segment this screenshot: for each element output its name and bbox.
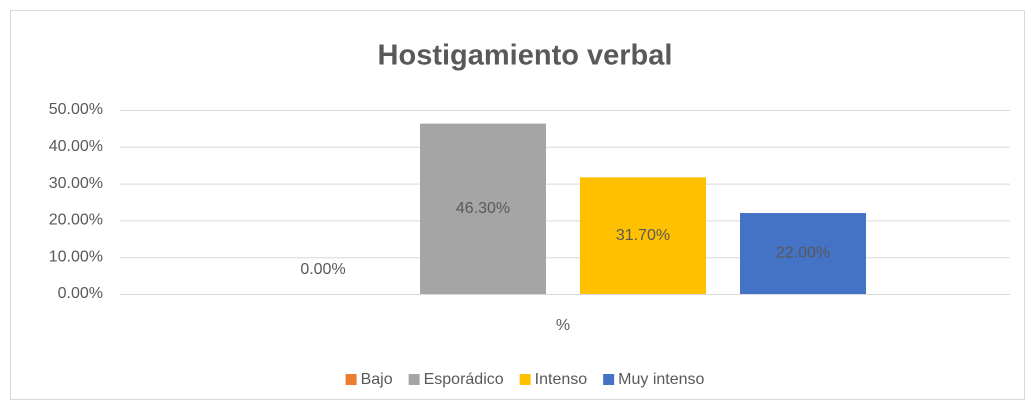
bar [740, 213, 866, 294]
legend-swatch [345, 374, 357, 385]
bar [580, 177, 706, 294]
legend-swatch [603, 374, 615, 385]
legend-label: Esporádico [424, 371, 504, 388]
legend-label: Muy intenso [618, 371, 704, 388]
x-tick-label: % [556, 317, 570, 334]
value-label: 0.00% [300, 261, 345, 278]
chart-title: Hostigamiento verbal [378, 40, 673, 72]
y-tick-label: 10.00% [49, 248, 103, 265]
y-tick-label: 0.00% [58, 285, 103, 302]
y-tick-label: 20.00% [49, 212, 103, 229]
legend-swatch [519, 374, 531, 385]
y-tick-label: 40.00% [49, 138, 103, 155]
bar [420, 123, 546, 294]
legend-label: Bajo [361, 371, 393, 388]
y-tick-label: 50.00% [49, 101, 103, 118]
legend-swatch [408, 374, 420, 385]
legend-label: Intenso [535, 371, 588, 388]
value-label: 31.70% [616, 227, 670, 244]
value-label: 46.30% [456, 200, 510, 217]
y-tick-label: 30.00% [49, 175, 103, 192]
value-label: 22.00% [776, 245, 830, 262]
